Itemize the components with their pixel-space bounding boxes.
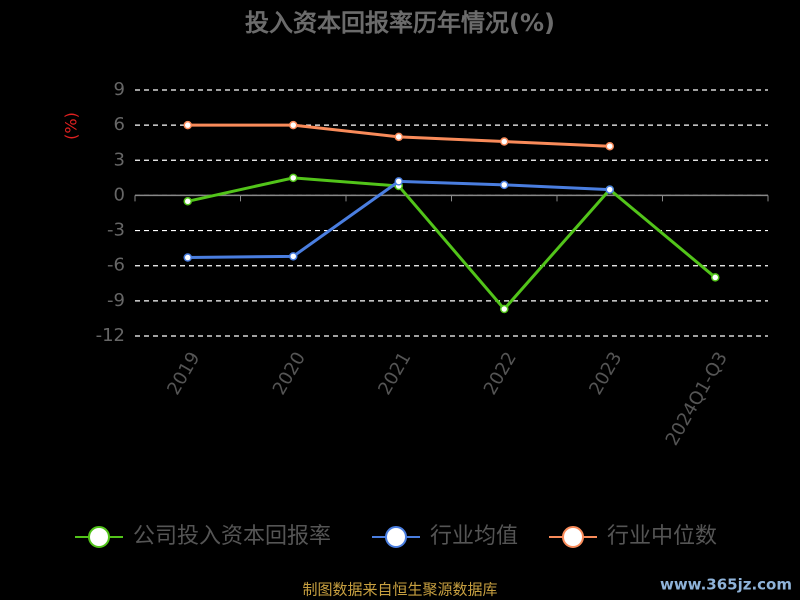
data-point: [289, 120, 298, 130]
legend-marker: [385, 526, 407, 548]
y-axis-label: (%): [62, 112, 81, 140]
data-point: [605, 185, 614, 194]
source-note: 制图数据来自恒生聚源数据库: [302, 581, 497, 599]
chart-title: 投入资本回报率历年情况(%): [245, 9, 555, 37]
y-tick-label: -6: [107, 255, 125, 276]
data-point: [289, 173, 298, 183]
data-point: [605, 141, 614, 151]
legend-label: 公司投入资本回报率: [133, 524, 331, 549]
x-tick-label: 2021: [374, 349, 415, 399]
legend-label: 行业中位数: [607, 524, 717, 549]
x-tick-label: 2020: [269, 349, 310, 399]
series-line: [187, 176, 717, 312]
y-tick-label: 6: [114, 114, 125, 135]
data-point: [711, 273, 720, 282]
legend-marker: [88, 526, 110, 548]
data-point: [500, 137, 509, 146]
data-point: [289, 252, 298, 261]
legend-label: 行业均值: [430, 524, 518, 549]
data-point: [500, 304, 509, 314]
y-tick-label: 3: [114, 149, 125, 170]
legend-marker: [562, 526, 584, 548]
x-tick-label: 2022: [480, 349, 521, 399]
y-tick-label: 0: [114, 184, 125, 205]
data-point: [394, 132, 403, 142]
x-tick-label: 2023: [585, 349, 626, 399]
data-point: [500, 180, 509, 190]
y-tick-label: -3: [107, 220, 125, 241]
y-tick-label: -12: [96, 325, 125, 346]
data-point: [394, 177, 403, 186]
data-point: [183, 197, 192, 206]
data-point: [183, 253, 192, 262]
watermark: www.365jz.com: [660, 576, 792, 594]
y-tick-label: -9: [107, 290, 125, 311]
series-line: [187, 179, 610, 260]
x-tick-label: 2024Q1-Q3: [662, 349, 732, 450]
y-tick-label: 9: [114, 79, 125, 100]
x-tick-label: 2019: [163, 349, 204, 399]
data-point: [183, 120, 192, 130]
